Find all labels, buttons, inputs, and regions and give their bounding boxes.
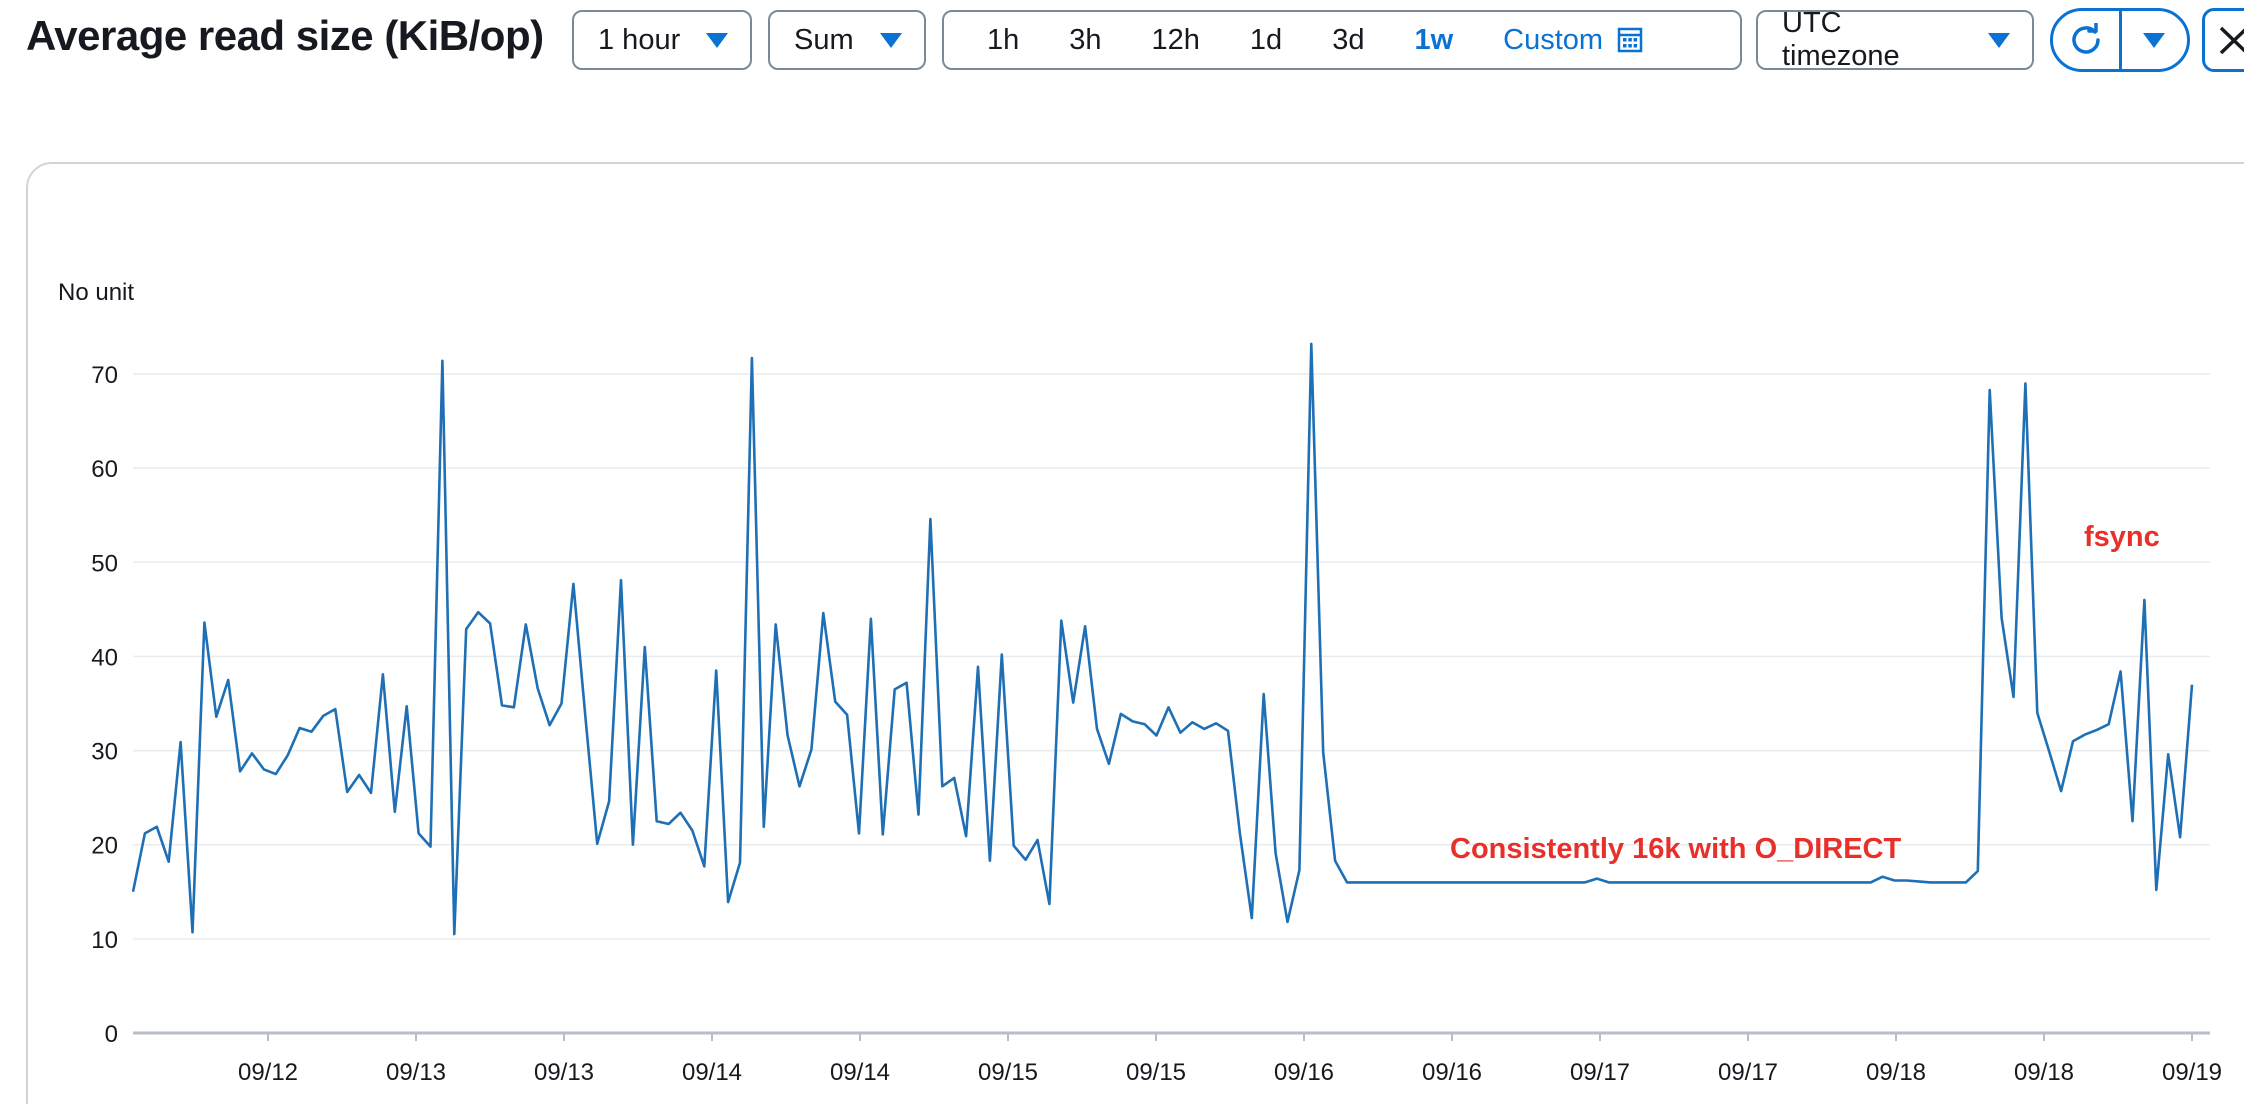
y-tick-label: 10 bbox=[91, 927, 118, 954]
x-tick-label: 09/16 bbox=[1422, 1059, 1482, 1086]
x-tick-label: 09/18 bbox=[1866, 1059, 1926, 1086]
statistic-value: Sum bbox=[794, 23, 854, 56]
annotation-o-direct: Consistently 16k with O_DIRECT bbox=[1450, 833, 1901, 865]
range-option-1w[interactable]: 1w bbox=[1414, 23, 1454, 56]
y-tick-label: 70 bbox=[91, 362, 118, 389]
time-range-selector: 1h 3h 12h 1d 3d 1w Custom bbox=[942, 10, 1742, 70]
y-tick-label: 50 bbox=[91, 550, 118, 577]
statistic-dropdown[interactable]: Sum bbox=[768, 10, 926, 70]
series-line bbox=[131, 342, 2194, 936]
close-button[interactable] bbox=[2202, 8, 2244, 72]
caret-down-icon bbox=[880, 32, 902, 48]
range-option-1d[interactable]: 1d bbox=[1249, 23, 1283, 56]
calendar-icon bbox=[1617, 27, 1643, 53]
range-option-3d[interactable]: 3d bbox=[1332, 23, 1365, 56]
timezone-dropdown[interactable]: UTC timezone bbox=[1756, 7, 2034, 72]
x-tick-label: 09/17 bbox=[1718, 1059, 1778, 1086]
refresh-button[interactable] bbox=[2053, 11, 2119, 69]
x-tick-label: 09/16 bbox=[1274, 1059, 1334, 1086]
timezone-value: UTC timezone bbox=[1782, 7, 1900, 72]
x-tick-label: 09/12 bbox=[238, 1059, 298, 1086]
range-option-12h[interactable]: 12h bbox=[1151, 23, 1200, 56]
range-option-custom[interactable]: Custom bbox=[1478, 24, 1668, 57]
range-option-1h[interactable]: 1h bbox=[987, 23, 1020, 56]
caret-down-icon bbox=[2143, 32, 2166, 48]
refresh-icon bbox=[2072, 23, 2100, 54]
y-tick-label: 30 bbox=[91, 739, 118, 766]
x-tick-label: 09/13 bbox=[386, 1059, 446, 1086]
period-value: 1 hour bbox=[598, 23, 681, 56]
close-icon bbox=[2219, 26, 2244, 55]
x-tick-label: 09/15 bbox=[1126, 1059, 1186, 1086]
x-tick-label: 09/18 bbox=[2014, 1059, 2074, 1086]
y-unit-label: No unit bbox=[58, 279, 134, 306]
refresh-menu-button[interactable] bbox=[2122, 11, 2188, 69]
y-tick-label: 40 bbox=[91, 644, 118, 671]
chart-panel bbox=[26, 162, 2244, 1104]
refresh-button-group bbox=[2050, 8, 2190, 72]
custom-label: Custom bbox=[1503, 23, 1604, 56]
y-tick-label: 0 bbox=[105, 1021, 118, 1048]
annotation-fsync: fsync bbox=[2084, 521, 2160, 553]
x-tick-label: 09/15 bbox=[978, 1059, 1038, 1086]
period-dropdown[interactable]: 1 hour bbox=[572, 10, 752, 70]
x-tick-label: 09/14 bbox=[830, 1059, 890, 1086]
page-title: Average read size (KiB/op) bbox=[26, 12, 544, 59]
caret-down-icon bbox=[1988, 32, 2010, 48]
y-tick-label: 60 bbox=[91, 456, 118, 483]
x-tick-label: 09/14 bbox=[682, 1059, 742, 1086]
x-tick-label: 09/13 bbox=[534, 1059, 594, 1086]
range-option-3h[interactable]: 3h bbox=[1069, 23, 1102, 56]
x-tick-label: 09/19 bbox=[2162, 1059, 2222, 1086]
caret-down-icon bbox=[706, 32, 728, 48]
x-tick-label: 09/17 bbox=[1570, 1059, 1630, 1086]
y-tick-label: 20 bbox=[91, 833, 118, 860]
